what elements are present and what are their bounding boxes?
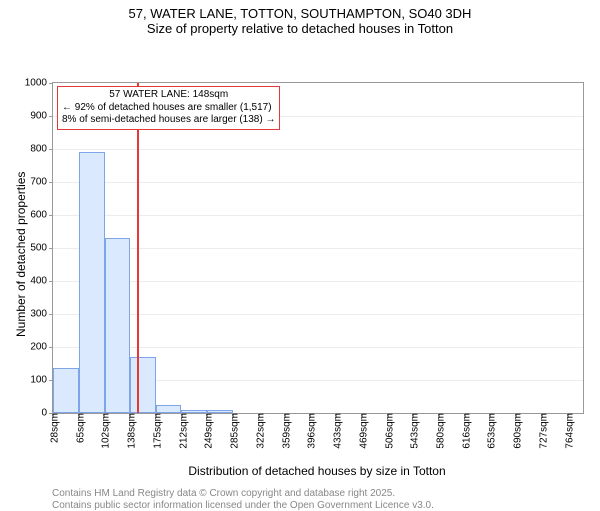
histogram-bar	[156, 405, 182, 413]
grid-line	[53, 248, 583, 249]
y-tick-label: 300	[7, 309, 53, 320]
chart-title-line2: Size of property relative to detached ho…	[0, 21, 600, 36]
footer-line1: Contains HM Land Registry data © Crown c…	[52, 488, 395, 499]
histogram-bar	[181, 410, 207, 413]
x-tick-label: 249sqm	[200, 413, 215, 449]
x-tick-label: 469sqm	[354, 413, 369, 449]
annotation-line3: 8% of semi-detached houses are larger (1…	[62, 114, 275, 127]
x-tick-label: 322sqm	[251, 413, 266, 449]
y-tick-label: 800	[7, 144, 53, 155]
grid-line	[53, 215, 583, 216]
x-tick-label: 102sqm	[97, 413, 112, 449]
histogram-bar	[79, 152, 105, 413]
grid-line	[53, 182, 583, 183]
x-axis-label: Distribution of detached houses by size …	[52, 464, 582, 478]
x-tick-label: 653sqm	[483, 413, 498, 449]
x-tick-label: 212sqm	[174, 413, 189, 449]
y-tick-label: 700	[7, 177, 53, 188]
histogram-bar	[130, 357, 156, 413]
x-tick-label: 359sqm	[277, 413, 292, 449]
grid-line	[53, 347, 583, 348]
annotation-line2: ← 92% of detached houses are smaller (1,…	[62, 102, 275, 115]
y-tick-label: 900	[7, 111, 53, 122]
y-tick-label: 600	[7, 210, 53, 221]
y-tick-label: 400	[7, 276, 53, 287]
grid-line	[53, 149, 583, 150]
grid-line	[53, 314, 583, 315]
histogram-bar	[53, 368, 79, 413]
x-tick-label: 727sqm	[534, 413, 549, 449]
x-tick-label: 616sqm	[457, 413, 472, 449]
annotation-line1: 57 WATER LANE: 148sqm	[62, 89, 275, 102]
x-tick-label: 175sqm	[148, 413, 163, 449]
x-tick-label: 433sqm	[329, 413, 344, 449]
x-tick-label: 690sqm	[509, 413, 524, 449]
y-tick-label: 100	[7, 375, 53, 386]
x-tick-label: 506sqm	[380, 413, 395, 449]
x-tick-label: 580sqm	[431, 413, 446, 449]
grid-line	[53, 281, 583, 282]
property-marker-line	[137, 83, 139, 413]
x-tick-label: 285sqm	[226, 413, 241, 449]
x-tick-label: 28sqm	[46, 413, 61, 443]
y-tick-label: 1000	[7, 78, 53, 89]
footer-line2: Contains public sector information licen…	[52, 500, 434, 511]
x-tick-label: 543sqm	[406, 413, 421, 449]
histogram-bar	[105, 238, 131, 413]
annotation-box: 57 WATER LANE: 148sqm← 92% of detached h…	[57, 86, 280, 130]
x-tick-label: 764sqm	[560, 413, 575, 449]
y-tick-label: 500	[7, 243, 53, 254]
histogram-bar	[207, 410, 233, 413]
x-tick-label: 396sqm	[303, 413, 318, 449]
y-tick-label: 200	[7, 342, 53, 353]
chart-title-line1: 57, WATER LANE, TOTTON, SOUTHAMPTON, SO4…	[0, 6, 600, 21]
plot-area: 0100200300400500600700800900100028sqm65s…	[52, 82, 584, 414]
x-tick-label: 65sqm	[71, 413, 86, 443]
x-tick-label: 138sqm	[123, 413, 138, 449]
